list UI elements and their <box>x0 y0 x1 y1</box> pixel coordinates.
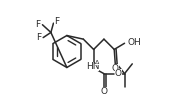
Text: F: F <box>54 17 59 26</box>
Text: O: O <box>115 69 122 78</box>
Text: F: F <box>35 20 40 29</box>
Text: OH: OH <box>128 37 142 47</box>
Text: Δ: Δ <box>95 60 100 65</box>
Text: O: O <box>112 64 119 73</box>
Text: O: O <box>100 87 108 96</box>
Text: HN: HN <box>86 62 99 71</box>
Text: F: F <box>36 33 41 42</box>
